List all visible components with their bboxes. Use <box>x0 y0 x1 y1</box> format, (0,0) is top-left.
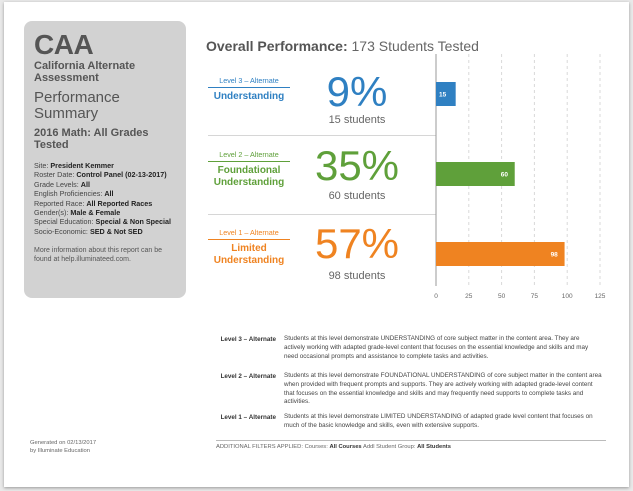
bar-data-label: 15 <box>439 92 447 99</box>
x-tick-label: 50 <box>498 293 506 300</box>
level-3-name: Level 3 – Alternate <box>219 76 279 85</box>
overall-title-bold: Overall Performance: <box>206 38 348 54</box>
legend-text: Students at this level demonstrate LIMIT… <box>284 413 593 429</box>
report-sidebar: CAA California Alternate Assessment Perf… <box>24 21 186 298</box>
x-tick-label: 75 <box>531 293 539 300</box>
filter-reported-race: Reported Race: All Reported Races <box>34 198 153 208</box>
row-separator <box>208 135 436 136</box>
level-2-percent: 35% <box>314 142 400 189</box>
filter-special-education: Special Education: Special & Non Special <box>34 217 172 227</box>
overall-performance-title: Overall Performance: 173 Students Tested <box>206 38 479 54</box>
level-2-rule <box>208 161 290 162</box>
bar <box>436 162 515 186</box>
generated-footer: Generated on 02/13/2017 by Illuminate Ed… <box>30 440 120 455</box>
bar-data-label: 98 <box>551 252 559 259</box>
report-subject: 2016 Math: All Grades Tested <box>34 127 149 151</box>
generated-date: Generated on 02/13/2017 <box>30 440 97 446</box>
level-3-count: 15 students <box>328 114 386 126</box>
courses-label: Courses: <box>304 444 328 450</box>
legend-label: Level 2 – Alternate <box>220 373 276 380</box>
filter-roster-date: Roster Date: Control Panel (02-13-2017) <box>34 170 167 180</box>
level-2-row: Level 2 – Alternate Foundational Underst… <box>208 142 436 212</box>
level-1-description: Limited Understanding <box>213 243 285 266</box>
x-tick-label: 0 <box>434 293 438 300</box>
legend-label: Level 3 – Alternate <box>220 336 276 343</box>
assessment-acronym: CAA <box>34 29 94 60</box>
row-separator <box>208 214 436 215</box>
legend-label: Level 1 – Alternate <box>220 414 276 421</box>
x-tick-label: 125 <box>595 293 606 300</box>
assessment-name: California Alternate Assessment <box>34 60 136 84</box>
x-tick-label: 25 <box>465 293 473 300</box>
level-1-percent: 57% <box>314 220 400 267</box>
level-2-name: Level 2 – Alternate <box>219 150 279 159</box>
courses-value: All Courses <box>329 444 362 450</box>
legend-text: Students at this level demonstrate UNDER… <box>284 335 589 360</box>
filter-socio-economic: Socio-Economic: SED & Not SED <box>34 226 143 236</box>
filter-site: Site: President Kemmer <box>34 161 114 170</box>
x-tick-label: 100 <box>562 293 573 300</box>
performance-bar-chart: 0 25 50 75 100 125 15 60 98 <box>434 54 606 300</box>
level-3-description: Understanding <box>213 91 285 102</box>
level-1-rule <box>208 239 290 240</box>
filter-grade-levels: Grade Levels: All <box>34 179 90 189</box>
additional-filters: ADDITIONAL FILTERS APPLIED: Courses: All… <box>216 440 606 450</box>
overall-title-rest: 173 Students Tested <box>351 38 479 54</box>
bar-data-label: 60 <box>501 172 509 179</box>
more-info-text: More information about this report can b… <box>34 247 163 264</box>
student-group-label: Addl Student Group: <box>362 444 416 450</box>
level-1-row: Level 1 – Alternate Limited Understandin… <box>208 220 436 292</box>
level-2-count: 60 students <box>328 190 386 202</box>
level-1-count: 98 students <box>328 270 386 282</box>
additional-filters-prefix: ADDITIONAL FILTERS APPLIED: <box>216 444 303 450</box>
generated-by: by Illuminate Education <box>30 447 90 454</box>
filter-list: Site: President Kemmer Roster Date: Cont… <box>34 161 176 236</box>
level-1-name: Level 1 – Alternate <box>219 228 279 237</box>
bar <box>436 82 456 106</box>
filter-english-proficiencies: English Proficiencies: All <box>34 189 114 199</box>
report-page: CAA California Alternate Assessment Perf… <box>4 2 629 487</box>
report-type: Performance Summary <box>34 89 120 122</box>
level-2-description: Foundational Understanding <box>213 165 285 188</box>
level-3-percent: 9% <box>326 68 388 115</box>
legend-text: Students at this level demonstrate FOUND… <box>284 372 602 406</box>
filter-gender: Gender(s): Male & Female <box>34 208 121 218</box>
level-3-row: Level 3 – Alternate Understanding 9% 15 … <box>208 70 436 132</box>
bar <box>436 242 565 266</box>
student-group-value: All Students <box>417 444 451 450</box>
level-3-rule <box>208 87 290 88</box>
